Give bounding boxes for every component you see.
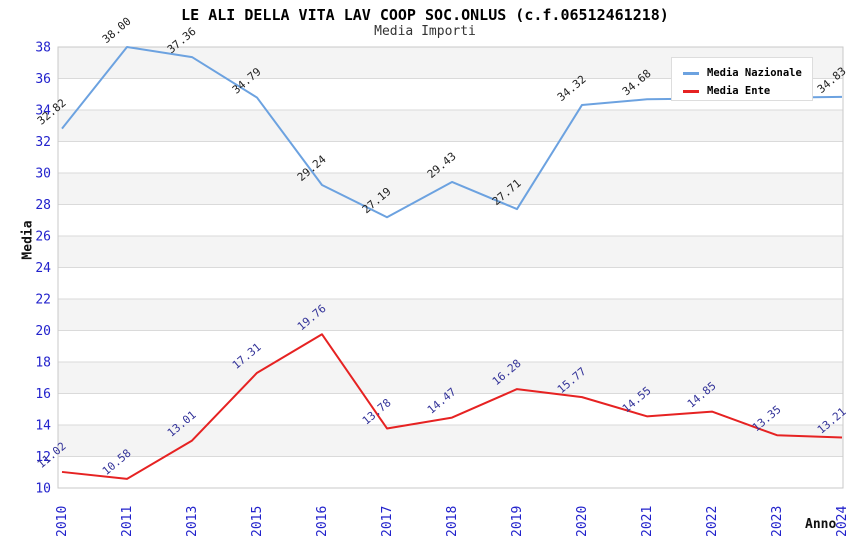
y-tick-label: 22 (35, 293, 51, 308)
x-tick-label: 2021 (640, 506, 655, 537)
y-tick-label: 14 (35, 419, 51, 434)
point-label-1: 13.78 (360, 396, 394, 427)
y-axis-title: Media (20, 220, 36, 260)
x-tick-label: 2018 (445, 506, 460, 537)
plot-band (58, 299, 843, 331)
y-tick-label: 18 (35, 356, 51, 371)
plot-band (58, 173, 843, 205)
y-tick-label: 36 (35, 72, 51, 87)
x-tick-label: 2024 (835, 506, 850, 537)
x-tick-label: 2023 (770, 506, 785, 537)
x-tick-label: 2013 (185, 506, 200, 537)
x-tick-label: 2011 (120, 506, 135, 537)
legend-item-media-ente: Media Ente (672, 82, 812, 100)
legend: Media Nazionale Media Ente (671, 57, 813, 101)
y-tick-label: 26 (35, 230, 51, 245)
x-tick-label: 2020 (575, 506, 590, 537)
y-tick-label: 30 (35, 167, 51, 182)
plot-band (58, 110, 843, 142)
x-axis-title: Anno (805, 517, 837, 532)
y-tick-label: 16 (35, 387, 51, 402)
y-tick-label: 20 (35, 324, 51, 339)
y-tick-label: 12 (35, 450, 51, 465)
legend-swatch-media-nazionale (683, 71, 699, 75)
x-tick-label: 2015 (250, 506, 265, 537)
y-tick-label: 24 (35, 261, 51, 276)
y-tick-label: 28 (35, 198, 51, 213)
plot-band (58, 425, 843, 457)
x-tick-label: 2019 (510, 506, 525, 537)
chart-subtitle: Media Importi (374, 24, 476, 39)
plot-band (58, 236, 843, 268)
series-line-0 (61, 46, 843, 219)
series-line-1 (61, 333, 843, 480)
legend-label-media-ente: Media Ente (707, 85, 771, 97)
y-tick-label: 34 (35, 104, 51, 119)
plot-frame (57, 46, 844, 489)
y-tick-label: 32 (35, 135, 51, 150)
chart-title: LE ALI DELLA VITA LAV COOP SOC.ONLUS (c.… (181, 6, 669, 24)
x-tick-label: 2016 (315, 506, 330, 537)
x-tick-label: 2017 (380, 506, 395, 537)
legend-item-media-nazionale: Media Nazionale (672, 64, 812, 82)
y-tick-label: 38 (35, 41, 51, 56)
x-tick-label: 2010 (55, 506, 70, 537)
y-tick-label: 10 (35, 482, 51, 497)
plot-band (58, 362, 843, 394)
legend-label-media-nazionale: Media Nazionale (707, 67, 802, 79)
x-tick-label: 2022 (705, 506, 720, 537)
legend-swatch-media-ente (683, 89, 699, 93)
